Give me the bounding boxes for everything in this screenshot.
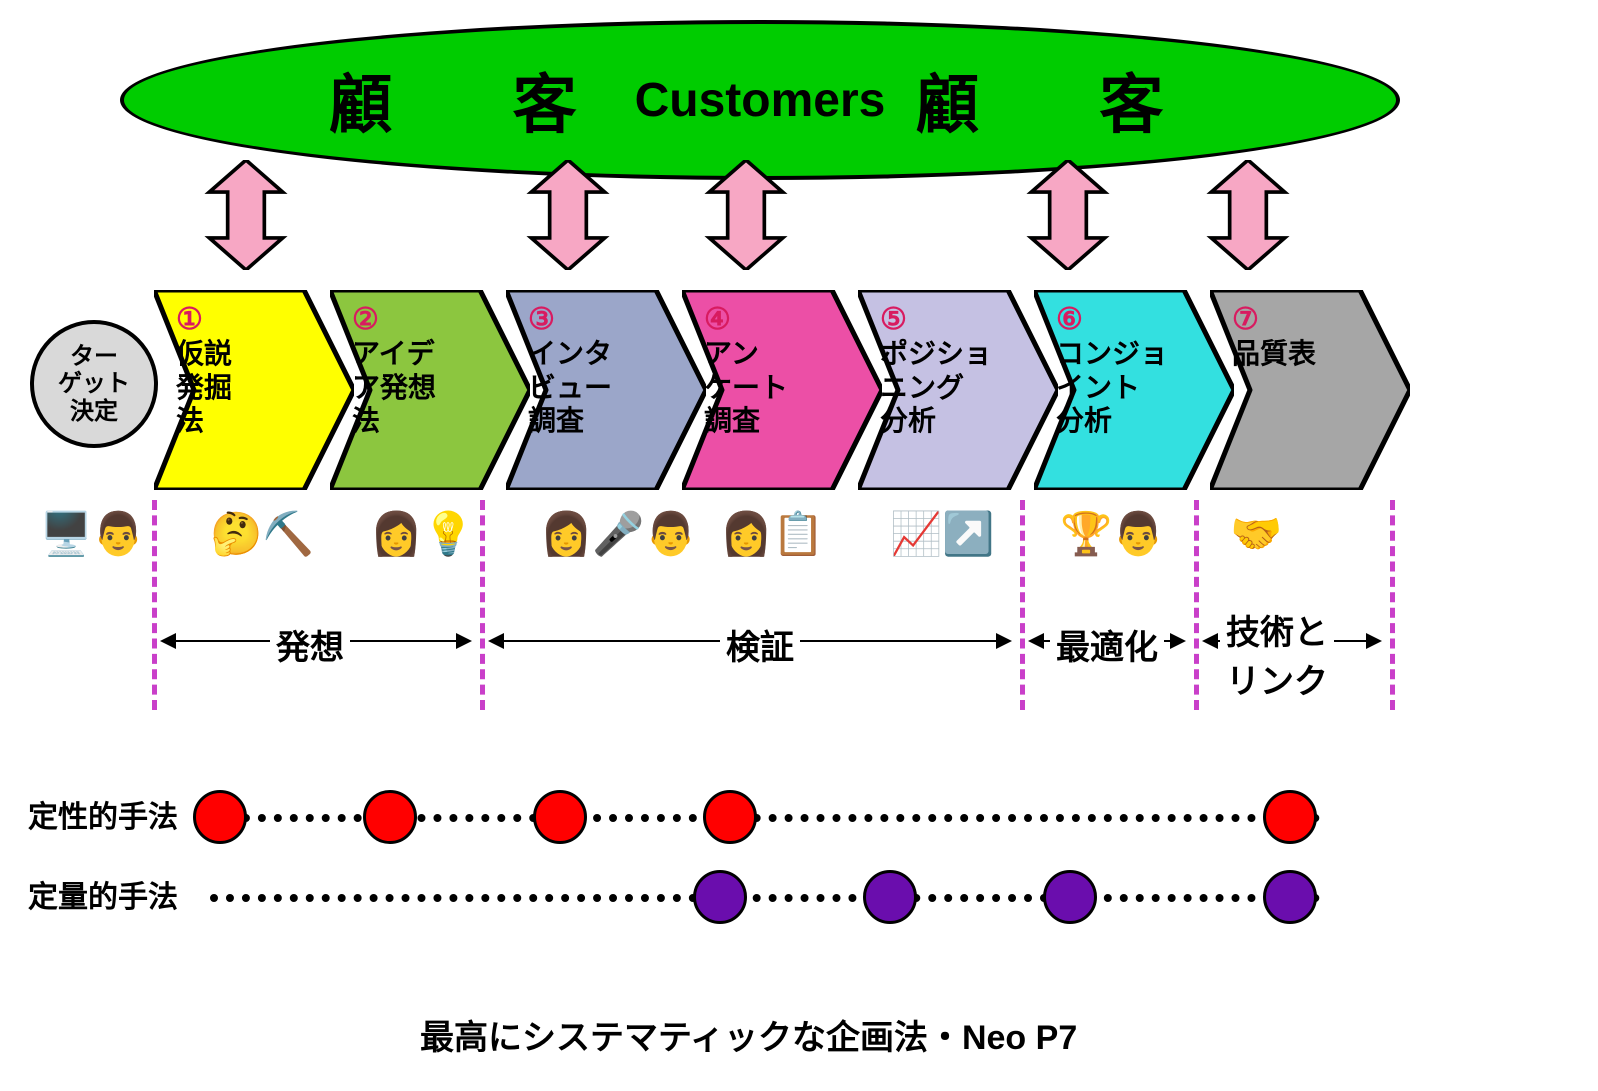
step-number: ⑦ — [1232, 302, 1374, 337]
diagram-canvas: 顧 客 Customers 顧 客 ター ゲット 決定 ① 仮 — [20, 20, 1578, 1071]
qualitative-dot — [193, 790, 247, 844]
step-number: ① — [176, 302, 318, 337]
start-l1: ター — [70, 343, 118, 370]
process-step-label: ① 仮説発掘法 — [176, 302, 318, 438]
quantitative-dotted-line — [210, 894, 1320, 902]
illustration-0: 🖥️👨 — [40, 510, 145, 559]
phase-label-3: 技術とリンク — [1220, 605, 1334, 703]
start-l3: 決定 — [70, 398, 118, 425]
process-step-label: ③ インタビュー調査 — [528, 302, 670, 438]
step-text: コンジョイント分析 — [1056, 338, 1168, 436]
customers-ellipse: 顧 客 Customers 顧 客 — [120, 20, 1400, 180]
step-text: 品質表 — [1232, 338, 1316, 369]
quantitative-dot — [863, 870, 917, 924]
step-number: ⑤ — [880, 302, 1022, 337]
ellipse-jp-right: 顧 客 — [915, 54, 1191, 146]
qualitative-label: 定性的手法 — [28, 792, 178, 836]
illustration-3: 👩🎤👨 — [540, 510, 697, 559]
double-arrow-icon — [520, 160, 616, 270]
phase-separator — [480, 500, 485, 710]
process-step-label: ② アイデア発想法 — [352, 302, 494, 438]
qualitative-dot — [533, 790, 587, 844]
step-text: アイデア発想法 — [352, 338, 436, 436]
start-circle-target: ター ゲット 決定 — [30, 320, 158, 448]
illustration-1: 🤔⛏️ — [210, 510, 315, 559]
double-arrow-icon — [1200, 160, 1296, 270]
phase-separator — [1194, 500, 1199, 710]
process-step-label: ④ アンケート調査 — [704, 302, 846, 438]
step-text: 仮説発掘法 — [176, 338, 232, 436]
footer-caption: 最高にシステマティックな企画法・Neo P7 — [420, 1010, 1077, 1059]
phase-label-1: 検証 — [720, 620, 800, 669]
double-arrow-icon — [1020, 160, 1116, 270]
process-step-4: ④ アンケート調査 — [682, 290, 882, 490]
illustration-6: 🏆👨 — [1060, 510, 1165, 559]
phase-separator — [152, 500, 157, 710]
step-text: インタビュー調査 — [528, 338, 612, 436]
phase-label-2: 最適化 — [1050, 620, 1164, 669]
step-text: アンケート調査 — [704, 338, 788, 436]
process-step-2: ② アイデア発想法 — [330, 290, 530, 490]
step-number: ② — [352, 302, 494, 337]
ellipse-en: Customers — [635, 73, 886, 128]
process-step-3: ③ インタビュー調査 — [506, 290, 706, 490]
quantitative-dot — [693, 870, 747, 924]
process-step-6: ⑥ コンジョイント分析 — [1034, 290, 1234, 490]
process-step-1: ① 仮説発掘法 — [154, 290, 354, 490]
quantitative-dot — [1263, 870, 1317, 924]
process-step-5: ⑤ ポジショニング分析 — [858, 290, 1058, 490]
process-step-label: ⑥ コンジョイント分析 — [1056, 302, 1198, 438]
process-step-label: ⑤ ポジショニング分析 — [880, 302, 1022, 438]
process-step-7: ⑦ 品質表 — [1210, 290, 1410, 490]
double-arrow-icon — [198, 160, 294, 270]
process-step-label: ⑦ 品質表 — [1232, 302, 1374, 371]
phase-separator — [1020, 500, 1025, 710]
step-number: ③ — [528, 302, 670, 337]
step-number: ④ — [704, 302, 846, 337]
ellipse-jp-left: 顧 客 — [329, 54, 605, 146]
quantitative-label: 定量的手法 — [28, 872, 178, 916]
quantitative-dot — [1043, 870, 1097, 924]
double-arrow-icon — [698, 160, 794, 270]
qualitative-dot — [363, 790, 417, 844]
illustration-7: 🤝 — [1230, 510, 1282, 559]
phase-label-0: 発想 — [270, 620, 350, 669]
illustration-5: 📈↗️ — [890, 510, 995, 559]
step-text: ポジショニング分析 — [880, 338, 992, 436]
step-number: ⑥ — [1056, 302, 1198, 337]
phase-separator — [1390, 500, 1395, 710]
qualitative-dot — [703, 790, 757, 844]
qualitative-dot — [1263, 790, 1317, 844]
illustration-4: 👩📋 — [720, 510, 825, 559]
illustration-2: 👩💡 — [370, 510, 475, 559]
start-l2: ゲット — [58, 370, 130, 397]
